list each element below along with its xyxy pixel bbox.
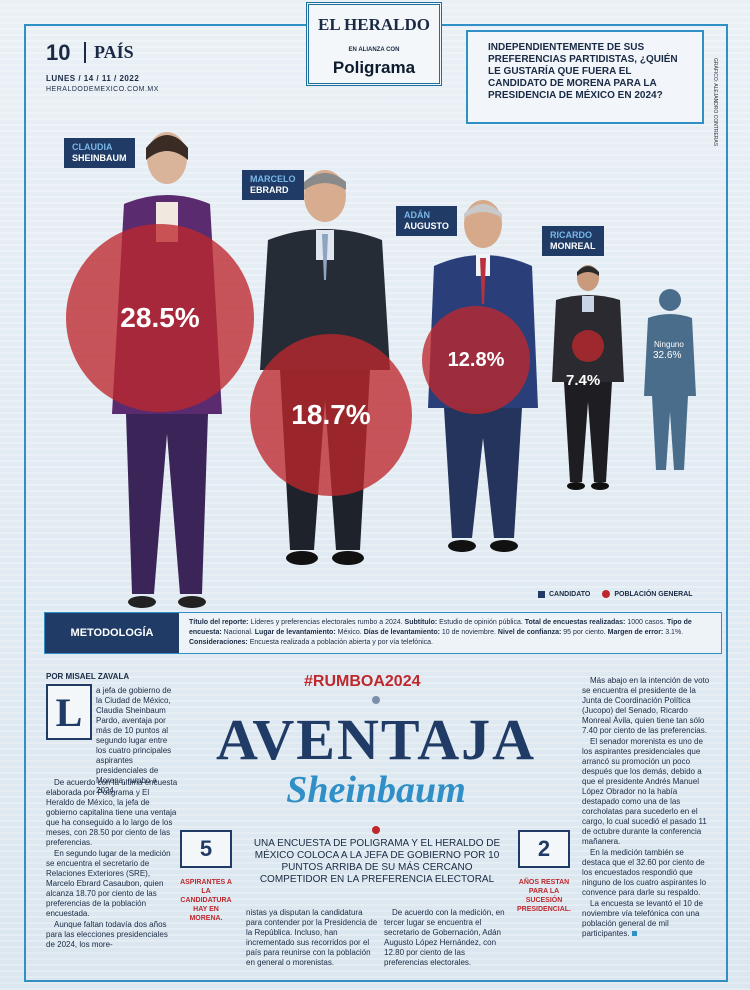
monreal-percent: 7.4% bbox=[566, 372, 601, 389]
stat-text-aspirants: ASPIRANTES A LA CANDIDATURA HAY EN MOREN… bbox=[180, 879, 232, 922]
meth-value: 95 por ciento. bbox=[561, 629, 608, 636]
legend-label: POBLACIÓN GENERAL bbox=[614, 590, 693, 598]
paragraph: a jefa de gobierno de la Ciudad de Méxic… bbox=[96, 686, 172, 795]
ninguno-percent: 32.6% bbox=[653, 350, 682, 361]
website: HERALDODEMEXICO.COM.MX bbox=[46, 86, 159, 93]
meth-value: 3.1%. bbox=[663, 629, 684, 636]
meth-label: Título del reporte: bbox=[189, 619, 249, 626]
column-4: Más abajo en la intención de voto se enc… bbox=[582, 676, 710, 940]
candidate-label-ebrard: MARCELO EBRARD bbox=[242, 170, 304, 200]
candidate-label-augusto: ADÁN AUGUSTO bbox=[396, 206, 457, 236]
legend-square-icon bbox=[538, 590, 545, 598]
deck-dot bbox=[372, 826, 380, 834]
meth-value: México. bbox=[335, 629, 364, 636]
meth-value: Líderes y preferencias electorales rumbo… bbox=[248, 619, 405, 626]
title-dot bbox=[372, 696, 380, 704]
drop-cap: L bbox=[46, 684, 92, 740]
meth-label: Lugar de levantamiento: bbox=[254, 629, 336, 636]
candidate-first-name: CLAUDIA bbox=[72, 142, 113, 152]
legend-item-candidate: CANDIDATO bbox=[538, 590, 591, 598]
headline-subtitle: Sheinbaum bbox=[286, 769, 466, 811]
legend-item-population: POBLACIÓN GENERAL bbox=[602, 590, 693, 598]
candidate-label-monreal: RICARDO MONREAL bbox=[542, 226, 604, 256]
methodology-text: Título del reporte: Líderes y preferenci… bbox=[189, 618, 717, 648]
meth-value: Nacional. bbox=[221, 629, 255, 636]
bubble-monreal bbox=[572, 330, 604, 362]
poligrama-logo: Poligrama bbox=[332, 58, 416, 77]
paragraph-text: La encuesta se levantó el 10 de noviembr… bbox=[582, 899, 703, 938]
bubble-ebrard: 18.7% bbox=[250, 334, 412, 496]
byline: POR MISAEL ZAVALA bbox=[46, 672, 130, 681]
stat-text-years: AÑOS RESTAN PARA LA SUCESIÓN PRESIDENCIA… bbox=[516, 879, 572, 913]
deck: UNA ENCUESTA DE POLIGRAMA Y EL HERALDO D… bbox=[253, 838, 501, 885]
meth-label: Días de levantamiento: bbox=[363, 629, 440, 636]
chart-legend: CANDIDATO POBLACIÓN GENERAL bbox=[538, 590, 693, 598]
meth-label: Margen de error: bbox=[607, 629, 664, 636]
section-number: 10 bbox=[46, 40, 71, 65]
paragraph: En la medición también se destaca que el… bbox=[582, 848, 707, 897]
column-1: De acuerdo con la última encuesta elabor… bbox=[46, 778, 178, 951]
meth-label: Tipo de encuesta: bbox=[189, 619, 692, 636]
meth-label: Nivel de confianza: bbox=[497, 629, 562, 636]
candidate-last-name: MONREAL bbox=[550, 241, 596, 251]
meth-value: 1000 casos. bbox=[625, 619, 668, 626]
meth-label: Consideraciones: bbox=[189, 639, 248, 646]
paragraph: De acuerdo con la medición, en tercer lu… bbox=[384, 908, 505, 967]
meth-label: Subtítulo: bbox=[404, 619, 438, 626]
stat-box-aspirants: 5 bbox=[180, 830, 232, 868]
meth-value: 10 de noviembre. bbox=[439, 629, 498, 636]
bubble-sheinbaum: 28.5% bbox=[66, 224, 254, 412]
candidate-last-name: AUGUSTO bbox=[404, 221, 449, 231]
meth-value: Encuesta realizada a población abierta y… bbox=[247, 639, 433, 646]
column-1-top: a jefa de gobierno de la Ciudad de Méxic… bbox=[96, 686, 178, 797]
column-3: De acuerdo con la medición, en tercer lu… bbox=[384, 908, 506, 969]
ninguno-label: Ninguno bbox=[654, 340, 684, 349]
survey-question: INDEPENDIENTEMENTE DE SUS PREFERENCIAS P… bbox=[488, 42, 678, 101]
paragraph: Más abajo en la intención de voto se enc… bbox=[582, 676, 710, 735]
section-name: PAÍS bbox=[84, 42, 134, 63]
candidate-label-sheinbaum: CLAUDIA SHEINBAUM bbox=[64, 138, 135, 168]
hashtag: #RUMBOA2024 bbox=[304, 673, 421, 690]
candidate-last-name: SHEINBAUM bbox=[72, 153, 127, 163]
end-mark-icon bbox=[631, 931, 637, 936]
paragraph: nistas ya disputan la candidatura para c… bbox=[246, 908, 378, 967]
methodology-box: METODOLOGÍA Título del reporte: Líderes … bbox=[44, 612, 722, 654]
question-box: INDEPENDIENTEMENTE DE SUS PREFERENCIAS P… bbox=[466, 30, 704, 124]
bubble-augusto: 12.8% bbox=[422, 306, 530, 414]
paragraph: De acuerdo con la última encuesta elabor… bbox=[46, 778, 178, 847]
graphic-credit: GRÁFICO: ALEJANDRO CONTRERAS bbox=[712, 58, 718, 147]
ninguno-silhouette bbox=[644, 289, 696, 470]
candidate-first-name: RICARDO bbox=[550, 230, 592, 240]
methodology-tag: METODOLOGÍA bbox=[45, 613, 179, 653]
meth-label: Total de encuestas realizadas: bbox=[524, 619, 626, 626]
meth-value: Estudio de opinión pública. bbox=[437, 619, 525, 626]
candidate-first-name: MARCELO bbox=[250, 174, 296, 184]
legend-circle-icon bbox=[602, 590, 611, 598]
stat-box-years: 2 bbox=[518, 830, 570, 868]
masthead: EL HERALDO EN ALIANZA CON Poligrama bbox=[306, 2, 442, 86]
candidate-first-name: ADÁN bbox=[404, 210, 430, 220]
legend-label: CANDIDATO bbox=[549, 590, 591, 598]
paragraph: El senador morenista es uno de los aspir… bbox=[582, 737, 707, 846]
headline: AVENTAJA bbox=[215, 707, 537, 772]
masthead-alliance: EN ALIANZA CON bbox=[348, 47, 400, 53]
candidate-last-name: EBRARD bbox=[250, 185, 289, 195]
column-2: nistas ya disputan la candidatura para c… bbox=[246, 908, 380, 969]
masthead-title: EL HERALDO bbox=[318, 15, 430, 34]
paragraph: Aunque faltan todavía dos años para las … bbox=[46, 920, 168, 949]
paragraph: La encuesta se levantó el 10 de noviembr… bbox=[582, 899, 710, 939]
issue-date: LUNES / 14 / 11 / 2022 bbox=[46, 74, 140, 83]
paragraph: En segundo lugar de la medición se encue… bbox=[46, 849, 171, 918]
